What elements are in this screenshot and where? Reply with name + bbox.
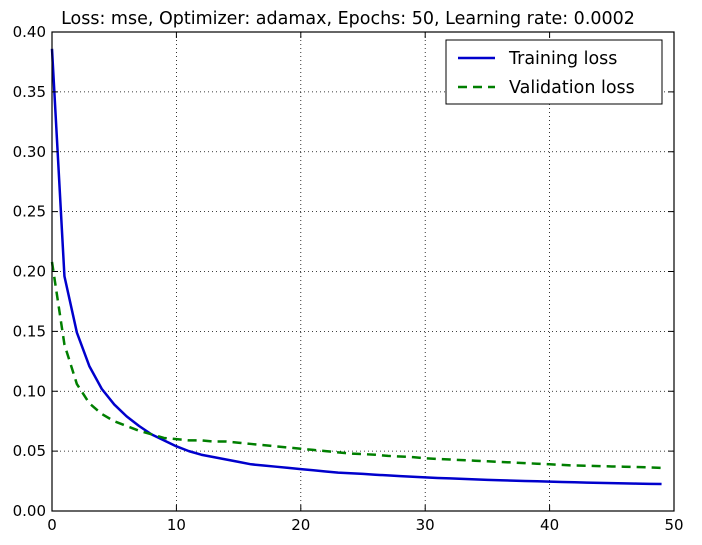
y-tick-label: 0.30 xyxy=(13,143,46,161)
x-tick-label: 30 xyxy=(416,516,435,534)
y-tick-label: 0.00 xyxy=(13,502,46,520)
plot-area xyxy=(52,32,674,511)
legend-label-validation-loss: Validation loss xyxy=(509,78,635,98)
legend: Training loss Validation loss xyxy=(445,39,663,105)
legend-box xyxy=(445,39,663,105)
y-tick-label: 0.15 xyxy=(13,322,46,340)
series-line-validation-loss xyxy=(50,261,662,470)
x-tick-label: 10 xyxy=(167,516,186,534)
x-tick-label: 20 xyxy=(291,516,310,534)
x-tick-label: 50 xyxy=(664,516,683,534)
y-tick-label: 0.35 xyxy=(13,83,46,101)
y-tick-label: 0.10 xyxy=(13,382,46,400)
y-tick-labels: 0.00 0.05 0.10 0.15 0.20 0.25 0.30 0.35 0.40 xyxy=(13,23,46,520)
y-tick-label: 0.05 xyxy=(13,442,46,460)
x-tick-label: 40 xyxy=(540,516,559,534)
y-tick-label: 0.40 xyxy=(13,23,46,41)
series-layer xyxy=(50,48,662,486)
x-tick-label: 0 xyxy=(47,516,57,534)
y-tick-label: 0.20 xyxy=(13,263,46,281)
series-line-training-loss xyxy=(50,48,662,486)
x-tick-labels: 0 10 20 30 40 50 xyxy=(47,516,683,534)
ticks xyxy=(51,31,675,512)
chart-title: Loss: mse, Optimizer: adamax, Epochs: 50… xyxy=(61,9,635,29)
y-tick-label: 0.25 xyxy=(13,203,46,221)
legend-label-training-loss: Training loss xyxy=(508,49,617,69)
